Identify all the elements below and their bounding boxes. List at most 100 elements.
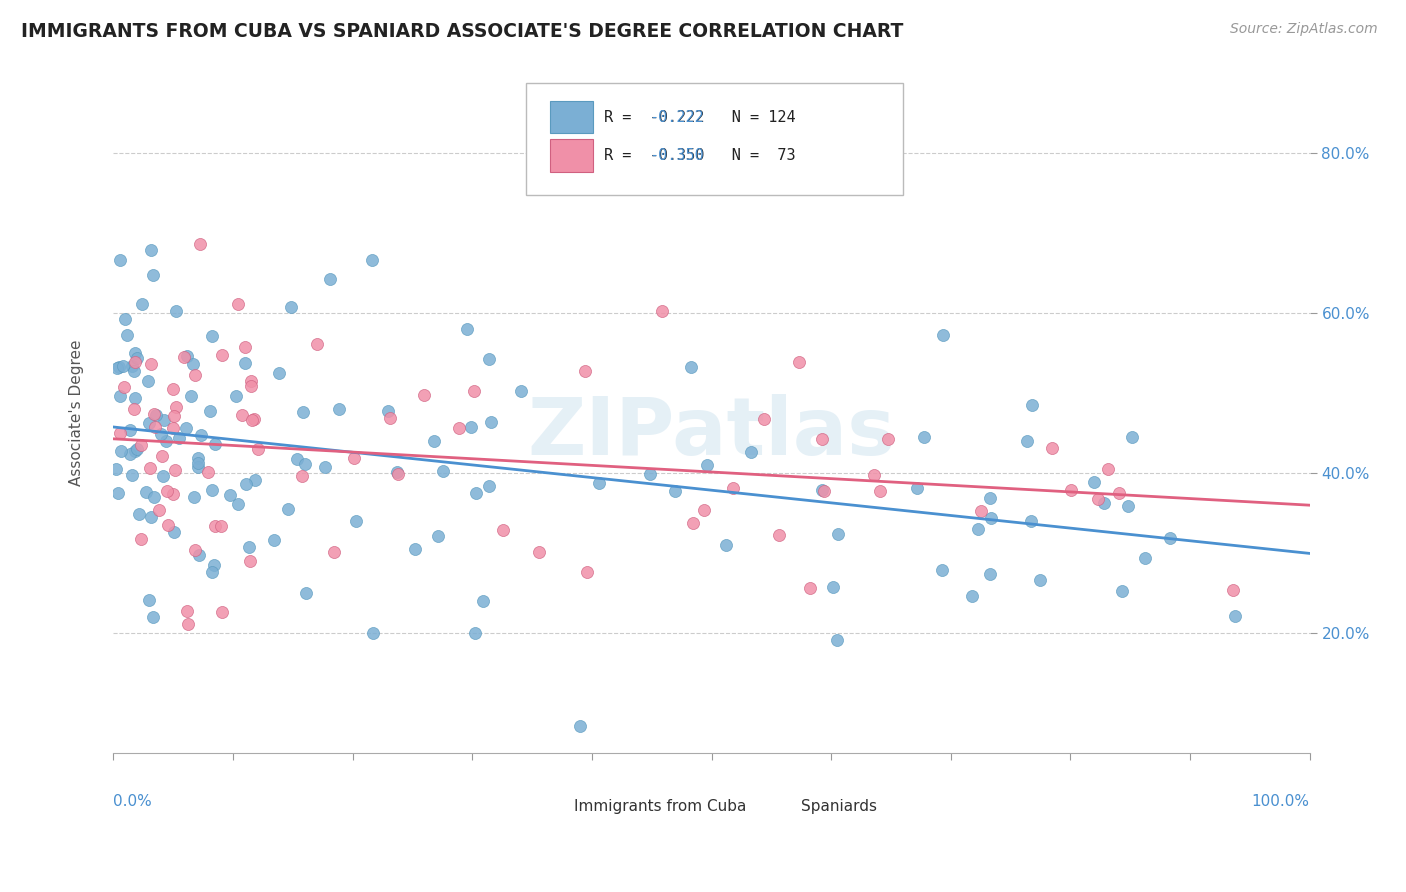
Point (183, 490, 205, 504)
Text: Associate's Degree: Associate's Degree (69, 340, 83, 486)
Point (197, 465, 219, 479)
Point (209, 518, 232, 533)
Point (905, 481, 928, 495)
Point (233, 356, 256, 370)
Point (1015, 434, 1038, 449)
Point (294, 457, 316, 471)
Point (187, 456, 209, 470)
Point (118, 423, 141, 437)
Point (1133, 551, 1156, 566)
Point (931, 563, 953, 577)
Point (127, 442, 149, 457)
Point (1097, 462, 1119, 476)
Point (112, 359, 135, 374)
Point (970, 504, 993, 518)
Point (876, 433, 898, 447)
Point (124, 391, 146, 405)
Point (201, 329, 224, 343)
Point (108, 252, 131, 267)
Point (432, 464, 454, 478)
Point (124, 443, 146, 458)
Point (124, 346, 146, 360)
Point (239, 379, 262, 393)
Point (465, 486, 488, 500)
Text: Immigrants from Cuba: Immigrants from Cuba (574, 799, 747, 814)
Point (204, 519, 226, 533)
Point (184, 542, 207, 557)
Point (233, 340, 256, 354)
Point (343, 450, 366, 465)
Point (162, 382, 184, 396)
Point (1159, 531, 1181, 545)
Point (463, 384, 485, 399)
Point (280, 300, 302, 314)
Point (290, 469, 312, 483)
Point (651, 304, 673, 318)
Point (198, 403, 221, 417)
Point (827, 527, 849, 541)
Point (174, 420, 197, 434)
Point (574, 364, 596, 378)
Point (1092, 496, 1115, 510)
Point (568, 719, 591, 733)
Point (912, 430, 935, 444)
Point (740, 444, 762, 458)
Point (153, 412, 176, 426)
Point (176, 604, 198, 618)
Point (664, 483, 686, 498)
Point (117, 327, 139, 342)
Point (202, 558, 225, 573)
Point (1059, 483, 1081, 497)
Point (693, 502, 716, 516)
FancyBboxPatch shape (526, 83, 903, 195)
Point (211, 348, 233, 362)
Point (825, 633, 848, 648)
Point (187, 450, 209, 465)
Text: Source: ZipAtlas.com: Source: ZipAtlas.com (1230, 22, 1378, 37)
Point (142, 408, 165, 422)
Point (180, 389, 202, 403)
Point (148, 503, 170, 517)
Point (138, 417, 160, 431)
Point (422, 434, 444, 449)
Point (188, 236, 211, 251)
Point (108, 425, 131, 440)
Point (176, 349, 198, 363)
Point (1019, 514, 1042, 528)
Point (294, 586, 316, 600)
Point (110, 444, 132, 458)
Text: ZIPatlas: ZIPatlas (527, 394, 896, 472)
Point (810, 483, 832, 497)
Point (235, 477, 257, 491)
Point (404, 541, 426, 556)
Point (135, 484, 157, 499)
Point (1042, 441, 1064, 455)
Point (139, 357, 162, 371)
Point (263, 533, 285, 547)
Point (863, 468, 886, 483)
Point (456, 322, 478, 336)
Point (225, 389, 247, 403)
Point (142, 609, 165, 624)
Point (139, 461, 162, 475)
Point (165, 304, 187, 318)
Point (118, 446, 141, 460)
Point (150, 449, 173, 463)
Point (181, 357, 204, 371)
Point (478, 478, 501, 492)
Point (799, 581, 821, 595)
Point (1121, 430, 1143, 444)
Point (464, 626, 486, 640)
FancyBboxPatch shape (763, 794, 797, 820)
Point (344, 514, 367, 528)
Point (121, 359, 143, 374)
FancyBboxPatch shape (550, 139, 593, 171)
Point (152, 469, 174, 483)
Point (239, 554, 262, 568)
Point (681, 359, 703, 374)
Point (413, 388, 436, 402)
Point (187, 459, 209, 474)
Point (768, 528, 790, 542)
Point (187, 548, 209, 562)
Point (112, 380, 135, 394)
